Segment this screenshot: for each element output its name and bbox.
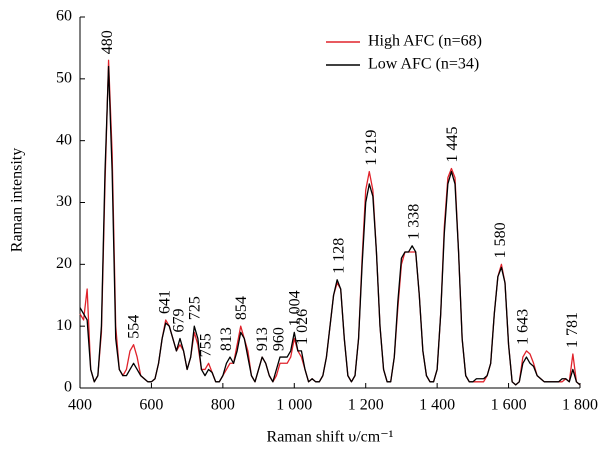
peak-label: 1 026 — [294, 309, 311, 345]
peak-label: 641 — [157, 290, 174, 314]
y-axis-label: Raman intensity — [9, 148, 26, 252]
y-tick-label: 40 — [56, 131, 72, 148]
peak-label: 960 — [271, 327, 288, 351]
y-tick-label: 60 — [56, 8, 72, 25]
peak-label: 480 — [99, 30, 116, 54]
x-tick-label: 1 800 — [562, 397, 598, 414]
peak-label: 554 — [126, 315, 143, 339]
x-tick-label: 1 600 — [491, 397, 527, 414]
peak-label: 725 — [187, 296, 204, 320]
x-tick-label: 1 400 — [419, 397, 455, 414]
peak-label: 854 — [233, 296, 250, 320]
series-line — [79, 65, 581, 386]
peak-label: 813 — [218, 327, 235, 351]
y-tick-label: 50 — [56, 70, 72, 87]
legend-label: Low AFC (n=34) — [368, 56, 479, 73]
peak-label: 1 128 — [331, 238, 348, 274]
peak-label: 1 643 — [515, 309, 532, 345]
peak-label: 913 — [254, 327, 271, 351]
peak-label: 1 338 — [406, 204, 423, 240]
x-tick-label: 1 000 — [276, 397, 312, 414]
peak-label: 1 219 — [363, 130, 380, 166]
y-tick-label: 20 — [56, 255, 72, 272]
peak-label: 1 004 — [286, 290, 303, 326]
x-tick-label: 600 — [139, 397, 163, 414]
peak-label: 1 781 — [564, 312, 581, 348]
peak-label: 679 — [170, 309, 187, 333]
y-tick-label: 30 — [56, 193, 72, 210]
peak-label: 1 580 — [492, 222, 509, 258]
legend-label: High AFC (n=68) — [368, 33, 482, 50]
y-tick-label: 0 — [64, 379, 72, 396]
peak-label: 1 445 — [444, 126, 461, 162]
y-tick-label: 10 — [56, 317, 72, 334]
x-tick-label: 800 — [211, 397, 235, 414]
peak-label: 755 — [197, 333, 214, 357]
x-axis-label: Raman shift υ/cm⁻¹ — [267, 429, 394, 446]
x-tick-label: 400 — [68, 397, 92, 414]
x-tick-label: 1 200 — [348, 397, 384, 414]
